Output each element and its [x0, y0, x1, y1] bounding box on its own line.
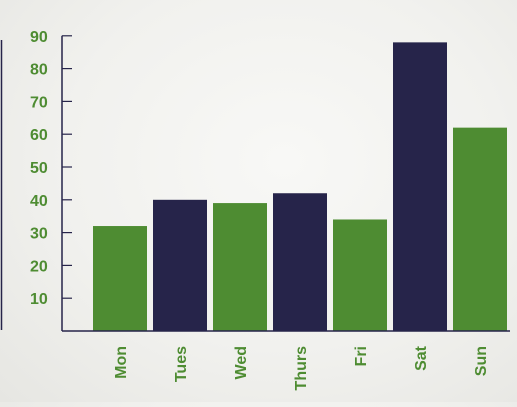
- x-tick-label-mon: Mon: [113, 346, 130, 379]
- bar-sat: [393, 42, 447, 332]
- bar-thurs: [273, 193, 327, 331]
- x-axis: Mon Tues Wed Thurs Fri Sat Sun: [62, 330, 510, 391]
- x-tick-label-sat: Sat: [413, 345, 430, 371]
- bar-tues: [153, 199, 207, 331]
- y-tick-label: 60: [30, 127, 48, 144]
- y-tick-label: 50: [30, 160, 48, 177]
- y-tick-label: 20: [30, 258, 48, 275]
- y-tick-label: 90: [30, 29, 48, 46]
- x-tick-label-fri: Fri: [353, 346, 370, 366]
- bar-mon: [93, 226, 147, 331]
- x-tick-label-wed: Wed: [233, 346, 250, 379]
- y-tick-label: 70: [30, 94, 48, 111]
- y-tick-label: 30: [30, 226, 48, 243]
- y-axis: 10 20 30 40 50 60 70 80 90: [30, 29, 72, 331]
- bars-group: [93, 42, 507, 332]
- x-tick-label-thurs: Thurs: [293, 346, 310, 391]
- x-tick-label-sun: Sun: [473, 346, 490, 376]
- bar-sun: [453, 127, 507, 331]
- bar-wed: [213, 203, 267, 331]
- bar-fri: [333, 219, 387, 331]
- y-tick-label: 80: [30, 62, 48, 79]
- x-tick-label-tues: Tues: [173, 346, 190, 382]
- y-tick-label: 40: [30, 193, 48, 210]
- y-tick-label: 10: [30, 291, 48, 308]
